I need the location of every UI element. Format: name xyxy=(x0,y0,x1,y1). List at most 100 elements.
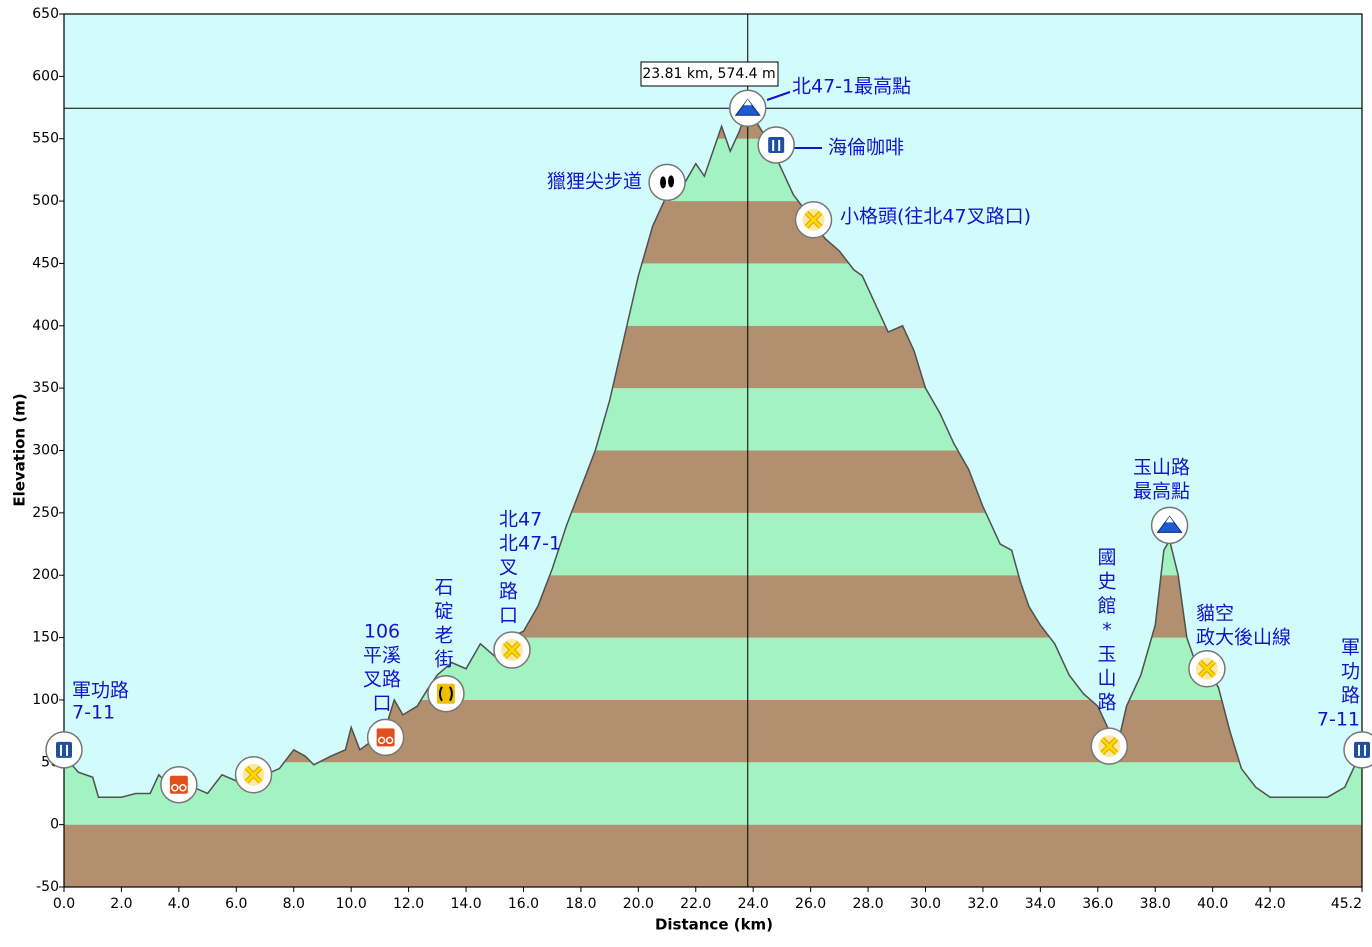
x-tick-label: 4.0 xyxy=(168,896,190,912)
y-tick-label: 150 xyxy=(32,630,59,646)
waypoint-label: 貓空 xyxy=(1196,603,1234,625)
waypoint-label: 玉山路 xyxy=(1133,457,1190,479)
x-tick-label: 6.0 xyxy=(225,896,247,912)
waypoint xyxy=(493,631,531,669)
label-connector xyxy=(766,91,791,101)
icon-detail xyxy=(1101,738,1118,755)
x-tick-label: 28.0 xyxy=(852,896,883,912)
icon-detail xyxy=(743,99,752,106)
waypoint xyxy=(1150,506,1189,545)
waypoint-label: 館 xyxy=(1097,595,1116,617)
waypoint-label: 政大後山線 xyxy=(1196,627,1291,649)
x-tick-label: 40.0 xyxy=(1197,896,1228,912)
waypoint-label: 小格頭(往北47叉路口) xyxy=(840,206,1031,228)
icon-detail xyxy=(1165,516,1174,523)
icon-body xyxy=(668,175,675,188)
y-tick-label: 600 xyxy=(32,68,59,84)
waypoint-label: 叉 xyxy=(499,557,518,579)
x-tick-label: 45.2 xyxy=(1331,896,1362,912)
waypoint-label: 石 xyxy=(434,577,453,599)
waypoint-label: 獵狸尖步道 xyxy=(547,171,642,193)
y-tick-label: 550 xyxy=(32,131,59,147)
cursor-label: 23.81 km, 574.4 m xyxy=(642,66,775,82)
waypoint-label: 功 xyxy=(1341,661,1360,683)
waypoint-label: 北47-1最高點 xyxy=(792,76,911,98)
waypoint xyxy=(757,126,795,164)
waypoint xyxy=(160,765,198,804)
icon-body xyxy=(1354,741,1370,758)
waypoint-label: 7-11 xyxy=(72,702,115,724)
x-tick-label: 20.0 xyxy=(623,896,654,912)
waypoint xyxy=(366,718,405,757)
waypoint xyxy=(427,674,465,713)
icon-detail xyxy=(377,736,386,745)
x-tick-label: 16.0 xyxy=(508,896,539,912)
x-tick-label: 34.0 xyxy=(1025,896,1056,912)
waypoint-label: 7-11 xyxy=(1317,709,1360,731)
waypoint-label: 北47-1 xyxy=(499,533,561,555)
x-tick-label: 24.0 xyxy=(738,896,769,912)
icon-body xyxy=(660,176,667,189)
cursor-label-box xyxy=(640,61,779,87)
waypoint-label: 北47 xyxy=(499,509,542,531)
icon-detail xyxy=(179,783,187,792)
y-tick-label: 350 xyxy=(32,380,59,396)
x-tick-label: 10.0 xyxy=(336,896,367,912)
y-tick-label: 0 xyxy=(50,817,59,833)
icon-body xyxy=(734,98,761,116)
waypoint xyxy=(1188,650,1226,688)
icon-body xyxy=(768,136,785,153)
waypoint-label: 路 xyxy=(1097,692,1116,714)
waypoint-marker xyxy=(648,163,686,202)
y-tick-label: -50 xyxy=(36,879,59,895)
waypoint-label: 平溪 xyxy=(363,645,401,667)
y-tick-label: 450 xyxy=(32,255,59,271)
elevation-band xyxy=(64,824,1362,887)
icon-detail xyxy=(385,736,394,745)
waypoint xyxy=(1090,727,1129,765)
waypoint-label: 路 xyxy=(499,581,518,603)
x-tick-label: 18.0 xyxy=(565,896,596,912)
waypoint-label: 山 xyxy=(1097,668,1116,690)
waypoint xyxy=(234,756,273,794)
waypoint-label: 最高點 xyxy=(1133,481,1190,503)
icon-detail xyxy=(438,686,453,702)
x-tick-label: 2.0 xyxy=(110,896,132,912)
x-tick-label: 14.0 xyxy=(450,896,481,912)
waypoint xyxy=(728,89,767,128)
waypoint-label: * xyxy=(1102,619,1112,641)
x-tick-label: 8.0 xyxy=(283,896,305,912)
profile-line xyxy=(64,106,1362,798)
icon-body xyxy=(56,741,72,758)
y-tick-label: 300 xyxy=(32,443,59,459)
x-tick-label: 36.0 xyxy=(1082,896,1113,912)
y-axis-title: Elevation (m) xyxy=(11,393,29,506)
icon-detail xyxy=(805,211,822,228)
waypoint-label: 口 xyxy=(372,693,391,715)
icon-detail xyxy=(1198,660,1215,677)
waypoint-label: 碇 xyxy=(434,601,453,623)
waypoint-label: 口 xyxy=(499,605,518,627)
icon-detail xyxy=(245,766,262,783)
x-tick-label: 30.0 xyxy=(910,896,941,912)
icon-detail xyxy=(171,783,179,792)
waypoint xyxy=(45,731,83,769)
waypoint-label: 106 xyxy=(364,621,400,643)
y-tick-label: 400 xyxy=(32,318,59,334)
icon-detail xyxy=(503,641,521,659)
y-tick-label: 650 xyxy=(32,6,59,22)
waypoint-label: 國 xyxy=(1097,547,1116,569)
elevation-band xyxy=(64,762,1362,825)
waypoint xyxy=(794,201,833,239)
y-tick-label: 100 xyxy=(32,692,59,708)
waypoint-label: 軍 xyxy=(1341,637,1360,659)
waypoint-label: 叉路 xyxy=(363,669,401,691)
waypoint-label: 路 xyxy=(1341,685,1360,707)
waypoint-label: 玉 xyxy=(1097,643,1116,665)
x-axis-title: Distance (km) xyxy=(655,916,773,934)
icon-body xyxy=(1156,515,1183,533)
waypoint-label: 街 xyxy=(434,649,453,671)
y-tick-label: 200 xyxy=(32,567,59,583)
icon-body xyxy=(376,728,395,747)
